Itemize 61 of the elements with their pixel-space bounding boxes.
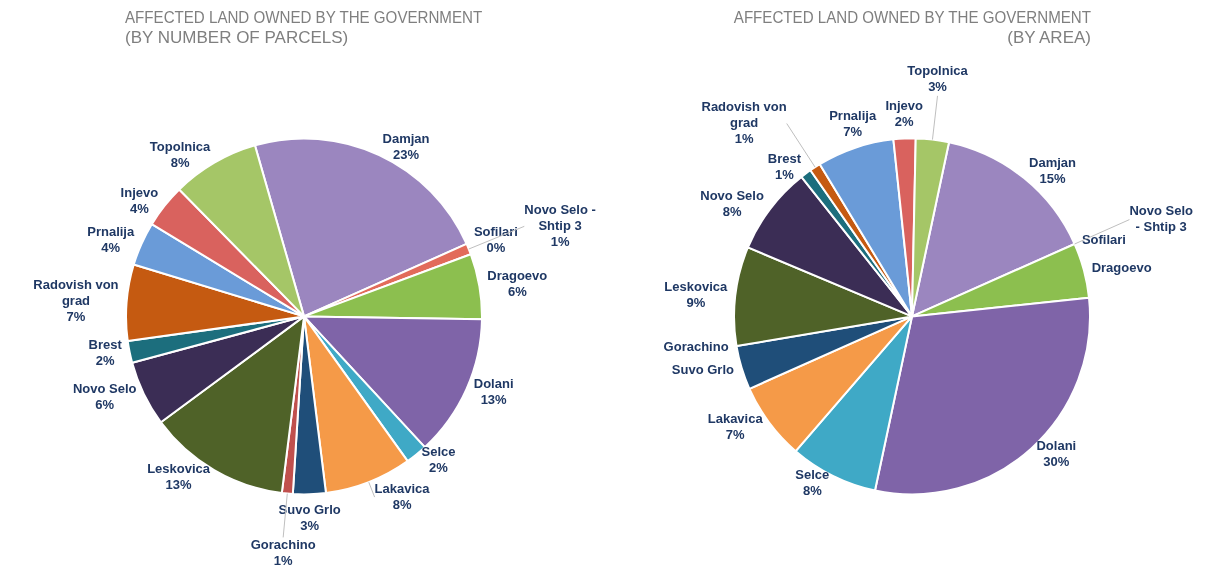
data-label: 7%	[725, 426, 746, 442]
data-label: 7%	[66, 309, 86, 325]
category-label: Gorachino	[663, 339, 729, 354]
slice-label: Injevo	[885, 98, 924, 114]
data-label: 9%	[686, 294, 706, 310]
slice-label: Dolani	[1036, 438, 1077, 454]
chart-title: AFFECTED LAND OWNED BY THE GOVERNMENT (BY AREA)	[733, 7, 1092, 48]
data-label: 2%	[894, 114, 915, 130]
data-label: 4%	[101, 240, 121, 256]
data-label: 23%	[393, 147, 420, 163]
slice-label: Novo Selo	[72, 380, 137, 396]
data-label: 8%	[722, 203, 742, 219]
slice-label: Radovish von grad	[701, 99, 787, 131]
data-label: 1%	[273, 553, 293, 568]
data-label: 8%	[392, 496, 412, 512]
text: 0%	[486, 240, 506, 256]
slice-label: Prnalija	[87, 224, 135, 240]
data-label: 13%	[480, 391, 508, 407]
slice-label: Dragoevo	[487, 268, 548, 284]
slice-label: Suvo Grlo	[278, 501, 341, 517]
slice-label: Selce	[421, 444, 456, 460]
data-label: 1%	[734, 131, 754, 147]
data-label: 8%	[170, 155, 190, 171]
data-label: 2%	[429, 460, 449, 476]
slice-label: Radovish von grad	[33, 277, 119, 309]
data-label: 6%	[507, 284, 528, 300]
data-label: 1%	[550, 233, 570, 249]
slice-label: Dolani	[473, 375, 514, 391]
slice-label: Damjan	[382, 131, 430, 147]
data-label: 30%	[1043, 454, 1070, 470]
slice-label: Selce	[795, 466, 830, 482]
slice-label: Suvo Grlo	[671, 361, 734, 377]
category-label: Sofilari	[473, 224, 518, 240]
slice-label: Leskovica	[664, 278, 728, 294]
slice-label: Gorachino	[250, 537, 316, 552]
data-label: 6%	[95, 396, 115, 412]
data-label: 1%	[775, 166, 795, 182]
data-label: 7%	[843, 123, 863, 139]
slice-label: Lakavica	[707, 410, 764, 426]
slice-label: Leskovica	[147, 460, 211, 476]
slice-label: Brest	[88, 337, 123, 353]
slice-label: Novo Selo	[700, 187, 764, 203]
category-label: Sofilari	[1081, 232, 1126, 248]
slice-label: Prnalija	[829, 107, 877, 123]
category-label: Novo Selo - Shtip 3	[1129, 203, 1193, 235]
data-label: 3%	[300, 517, 320, 533]
slice-label: Novo Selo - Shtip 3	[524, 201, 596, 233]
data-label: 15%	[1039, 171, 1066, 187]
slice-label: Damjan	[1029, 155, 1077, 171]
data-label: 3%	[928, 79, 948, 95]
slice-label: Lakavica	[374, 480, 431, 496]
slice-label: Topolnica	[149, 139, 212, 155]
slice-label: Injevo	[120, 184, 159, 200]
data-label: 13%	[165, 476, 193, 492]
slice-label: Brest	[767, 150, 802, 166]
chart-title: AFFECTED LAND OWNED BY THE GOVERNMENT (BY NUMBER OF PARCELS)	[125, 7, 483, 48]
data-label: 8%	[802, 482, 823, 498]
data-label: 4%	[129, 200, 150, 216]
slice-label: Topolnica	[907, 63, 969, 79]
slice-label: Dragoevo	[1091, 259, 1152, 275]
data-label: 2%	[95, 353, 115, 369]
